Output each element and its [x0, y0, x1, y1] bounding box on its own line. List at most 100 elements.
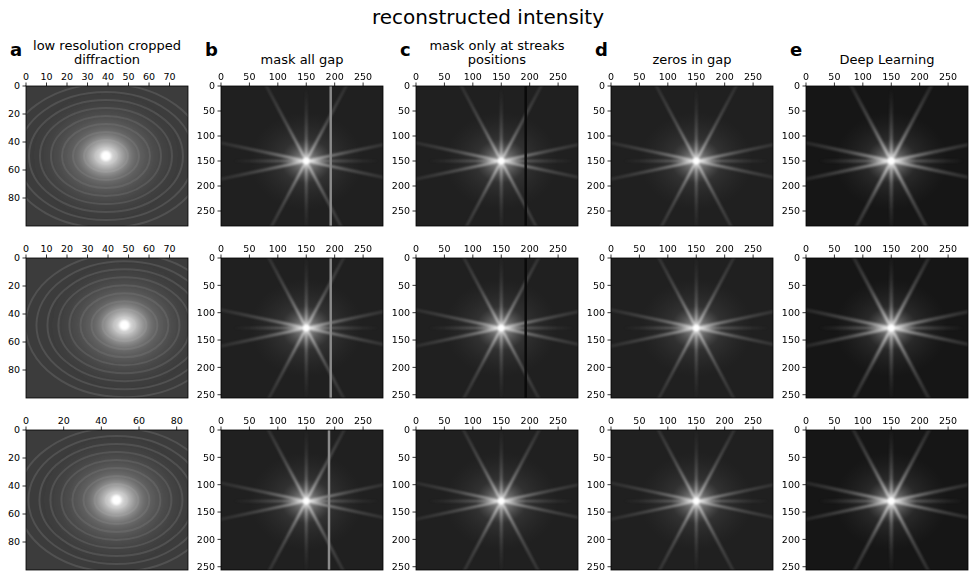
x-tick-label: 150	[882, 415, 900, 426]
image	[611, 86, 773, 226]
y-tick	[803, 367, 807, 368]
streak	[891, 327, 964, 330]
streak	[500, 328, 502, 398]
y-tick	[608, 111, 612, 112]
streak	[305, 86, 364, 162]
y-tick	[23, 430, 27, 431]
y-tick	[608, 285, 612, 286]
peak	[498, 325, 504, 331]
peak	[498, 158, 504, 164]
image	[416, 258, 578, 398]
y-tick-label: 200	[197, 362, 215, 373]
y-tick-label: 50	[788, 280, 800, 291]
streak	[500, 501, 502, 570]
detector-gap	[329, 86, 332, 226]
x-tick-label: 50	[438, 243, 450, 254]
streak	[305, 501, 364, 570]
x-tick-label: 150	[882, 71, 900, 82]
x-tick	[108, 255, 109, 259]
frame	[26, 430, 188, 570]
y-tick-label: 0	[599, 424, 605, 435]
y-tick	[218, 457, 222, 458]
panel-title: mask only at streakspositions	[429, 38, 564, 67]
y-tick	[23, 542, 27, 543]
x-tick-label: 250	[549, 415, 567, 426]
x-tick-label: 150	[687, 415, 705, 426]
x-tick-label: 50	[243, 71, 255, 82]
x-tick-label: 0	[413, 71, 419, 82]
figure-title: reconstructed intensity	[372, 5, 604, 29]
streak	[443, 160, 502, 226]
x-tick	[444, 83, 445, 87]
streak	[890, 160, 950, 226]
streak	[305, 501, 307, 570]
x-tick	[753, 83, 754, 87]
panel-letter: a	[10, 39, 22, 60]
streak	[500, 327, 559, 398]
frame	[26, 258, 188, 398]
streak	[695, 430, 754, 502]
streak	[500, 88, 502, 161]
panel: 050100150200250050100150200250	[577, 220, 815, 436]
y-tick-label: 150	[197, 506, 215, 517]
streak	[428, 327, 501, 329]
x-tick	[611, 255, 612, 259]
x-tick	[363, 83, 364, 87]
streak	[443, 430, 502, 502]
x-tick-label: 250	[744, 243, 762, 254]
y-tick	[218, 136, 222, 137]
streak	[890, 500, 950, 570]
frame	[221, 86, 383, 226]
peak	[303, 158, 309, 164]
streak	[500, 258, 559, 329]
y-tick-label: 150	[587, 334, 605, 345]
x-tick	[919, 255, 920, 259]
y-tick-label: 0	[14, 80, 20, 91]
x-tick	[501, 255, 502, 259]
x-tick	[472, 427, 473, 431]
y-tick	[803, 258, 807, 259]
y-tick-label: 200	[782, 534, 800, 545]
x-tick-label: 50	[828, 243, 840, 254]
y-tick	[608, 457, 612, 458]
x-tick	[529, 255, 530, 259]
y-tick-label: 250	[782, 389, 800, 400]
x-tick	[806, 83, 807, 87]
y-tick	[218, 367, 222, 368]
x-tick	[149, 255, 150, 259]
frame	[806, 258, 968, 398]
y-tick-label: 200	[782, 362, 800, 373]
streak	[233, 327, 306, 329]
y-tick-label: 250	[197, 205, 215, 216]
x-tick-label: 40	[102, 243, 114, 254]
x-tick-label: 50	[633, 71, 645, 82]
y-tick	[803, 211, 807, 212]
x-tick-label: 250	[354, 71, 372, 82]
image-background	[806, 430, 968, 570]
x-tick	[558, 427, 559, 431]
streak	[890, 86, 950, 162]
fringe	[26, 258, 188, 397]
streak	[248, 430, 307, 502]
x-tick	[87, 255, 88, 259]
x-tick	[753, 427, 754, 431]
y-tick-label: 100	[392, 479, 410, 490]
y-tick-label: 250	[782, 561, 800, 572]
streaks	[806, 86, 968, 226]
streak	[695, 258, 697, 328]
x-tick-label: 0	[23, 415, 29, 426]
image-background	[416, 86, 578, 226]
x-tick	[891, 255, 892, 259]
streak	[306, 160, 379, 162]
frame	[806, 86, 968, 226]
y-tick	[23, 486, 27, 487]
y-tick-label: 150	[197, 334, 215, 345]
y-tick	[23, 514, 27, 515]
y-tick	[23, 142, 27, 143]
y-tick	[23, 286, 27, 287]
frame	[221, 430, 383, 570]
y-tick-label: 250	[782, 205, 800, 216]
streak	[248, 327, 307, 398]
peak	[693, 498, 699, 504]
x-tick	[948, 255, 949, 259]
